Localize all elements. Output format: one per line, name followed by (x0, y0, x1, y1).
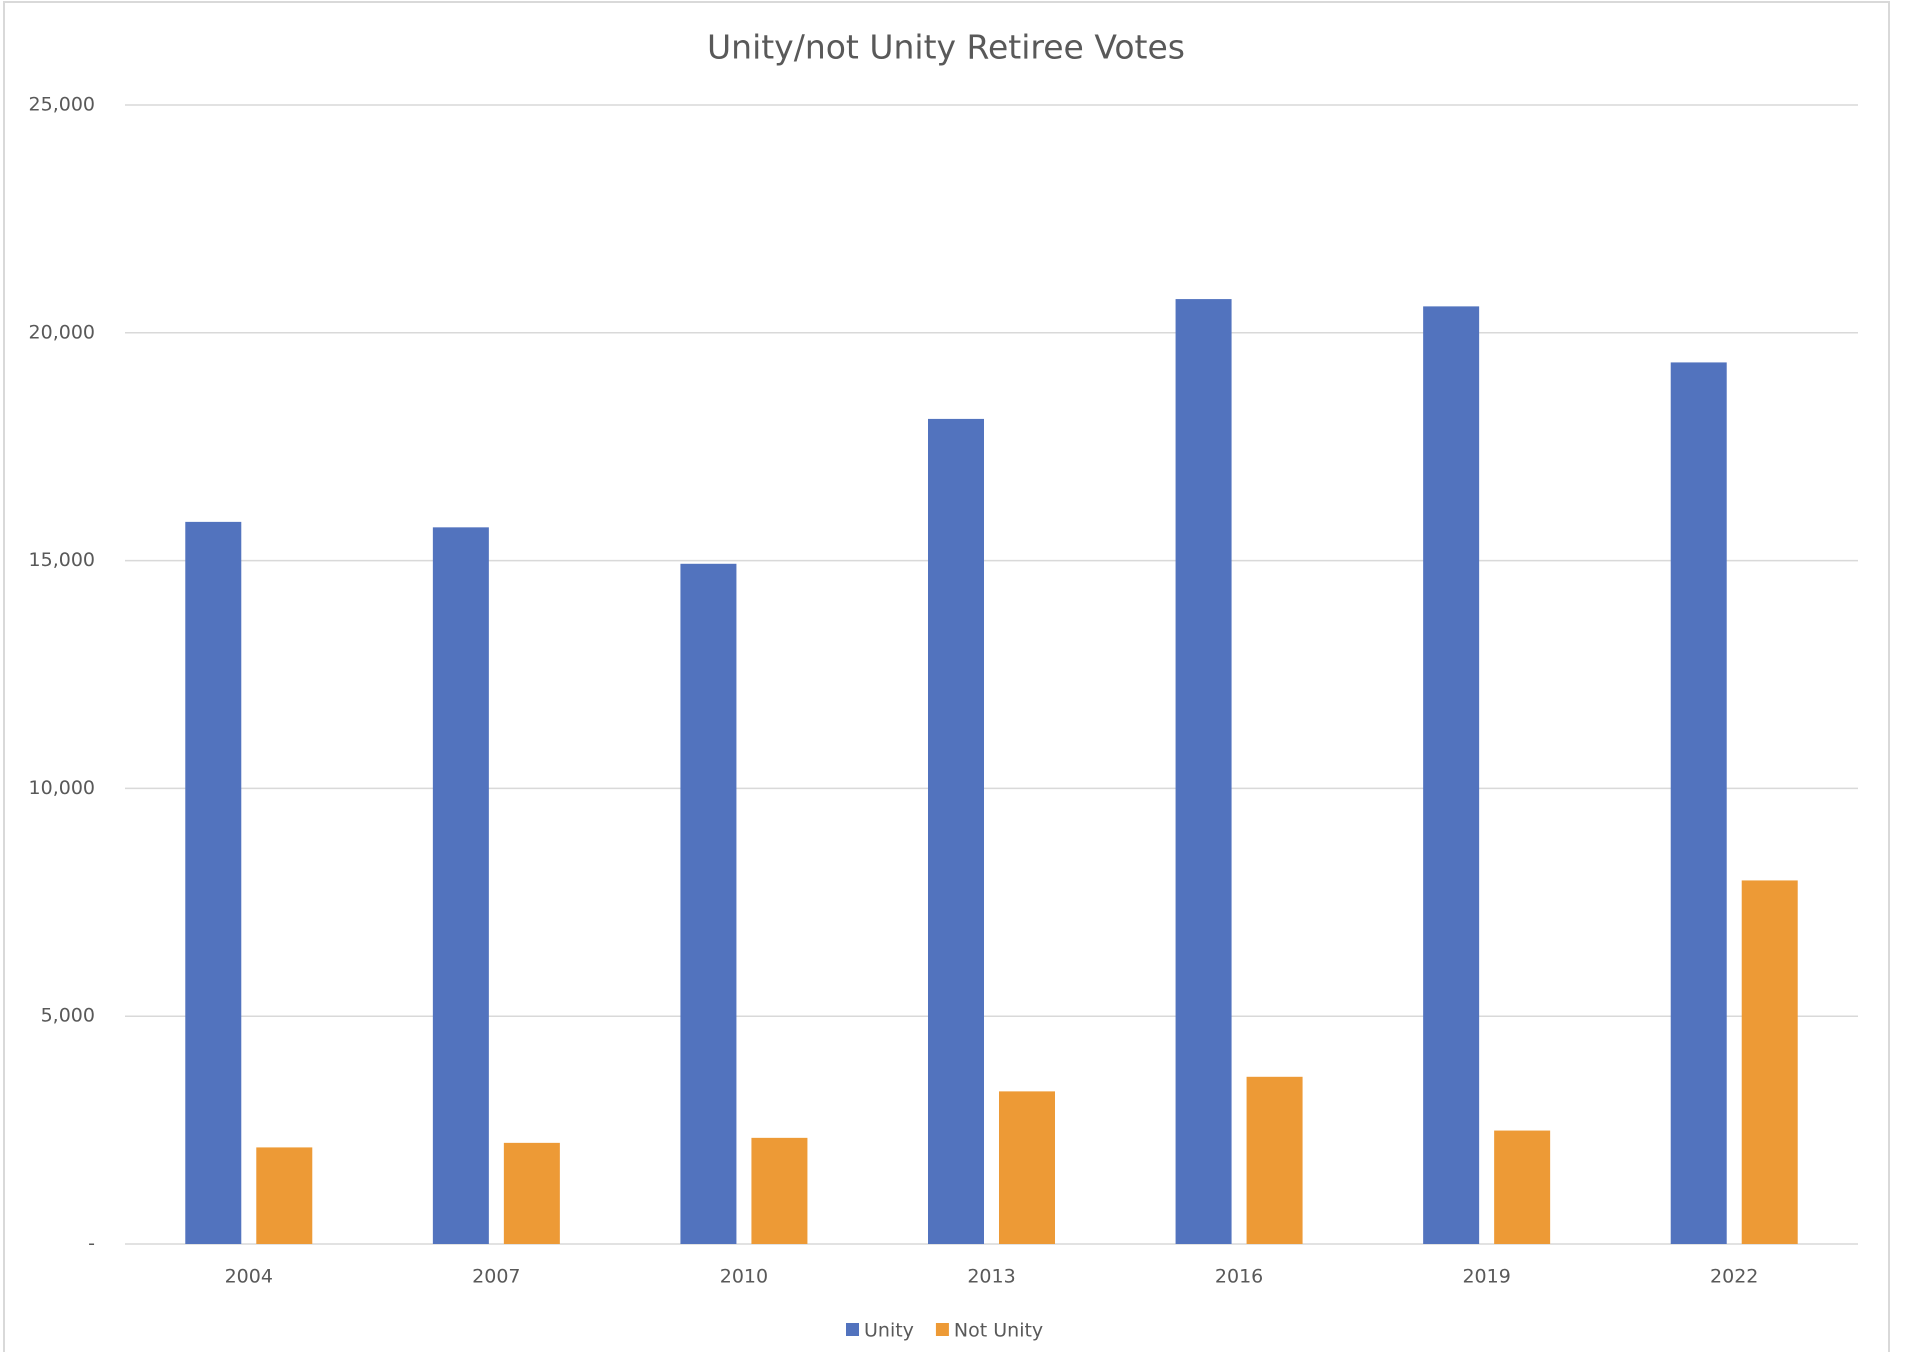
bar (185, 521, 242, 1244)
x-tick-label: 2016 (1215, 1266, 1263, 1288)
x-tick-label: 2013 (967, 1266, 1015, 1288)
x-tick-label: 2004 (225, 1266, 273, 1288)
legend-label: Not Unity (954, 1320, 1043, 1342)
bar (1494, 1130, 1551, 1244)
legend-marker (935, 1323, 949, 1336)
bar (256, 1147, 313, 1244)
y-tick-label: 10,000 (29, 777, 95, 799)
bar (1246, 1076, 1303, 1244)
x-tick-label: 2022 (1710, 1266, 1758, 1288)
chart-title: Unity/not Unity Retiree Votes (707, 28, 1185, 67)
y-tick-label: - (88, 1233, 95, 1255)
legend-label: Unity (864, 1320, 914, 1342)
bar (1670, 362, 1727, 1244)
bar (680, 563, 737, 1244)
x-tick-label: 2019 (1462, 1266, 1510, 1288)
y-tick-label: 15,000 (29, 549, 95, 571)
y-tick-label: 25,000 (29, 94, 95, 116)
x-tick-label: 2010 (720, 1266, 768, 1288)
x-tick-label: 2007 (472, 1266, 520, 1288)
bar (432, 527, 489, 1244)
bar (751, 1137, 808, 1244)
y-tick-label: 5,000 (41, 1005, 95, 1027)
y-tick-label: 20,000 (29, 321, 95, 343)
bar (1423, 306, 1480, 1244)
bar (503, 1142, 560, 1244)
legend-marker (846, 1323, 859, 1336)
bar (1741, 880, 1798, 1244)
bar (1175, 299, 1232, 1245)
bar (928, 418, 984, 1244)
bar (999, 1091, 1055, 1244)
